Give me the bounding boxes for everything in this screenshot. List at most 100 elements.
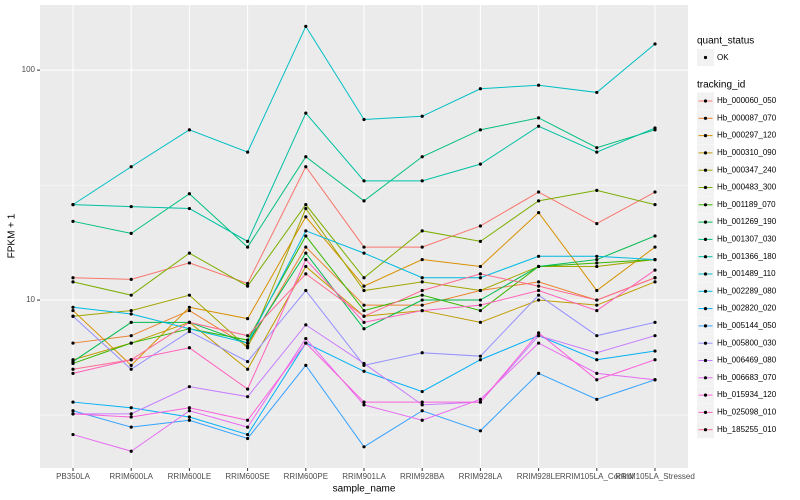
data-point — [478, 162, 482, 166]
data-point — [653, 268, 657, 272]
data-point — [129, 412, 133, 416]
data-point — [420, 351, 424, 355]
data-point — [420, 257, 424, 262]
legend-point — [703, 55, 708, 60]
data-point — [304, 341, 308, 345]
data-point — [362, 276, 366, 280]
data-point — [653, 358, 657, 362]
legend-point — [703, 99, 708, 103]
data-point — [653, 320, 657, 324]
data-point — [71, 341, 75, 345]
data-point — [537, 254, 541, 258]
data-point — [362, 199, 366, 203]
data-point — [129, 334, 133, 338]
legend-label: Hb_006683_070 — [717, 373, 777, 382]
data-point — [420, 288, 424, 293]
x-tick-label: RRIM901LA — [342, 472, 386, 481]
data-point — [304, 229, 308, 233]
data-point — [537, 116, 541, 120]
legend-label: Hb_001269_190 — [717, 217, 777, 226]
data-point — [246, 239, 250, 243]
data-point — [420, 280, 424, 284]
data-point — [187, 128, 191, 132]
data-point — [478, 224, 482, 228]
data-point — [595, 397, 599, 401]
data-point — [246, 245, 250, 249]
data-point — [653, 203, 657, 207]
data-point — [653, 245, 657, 249]
legend-label: Hb_000087_070 — [717, 113, 777, 122]
data-point — [246, 281, 250, 286]
data-point — [246, 284, 250, 288]
data-point — [71, 371, 75, 375]
data-point — [478, 87, 482, 91]
legend-point — [703, 341, 708, 345]
data-point — [537, 264, 541, 269]
legend-point — [703, 134, 708, 138]
data-point — [478, 308, 482, 313]
data-point — [595, 146, 599, 150]
data-point — [595, 358, 599, 362]
data-point — [478, 128, 482, 132]
data-point — [187, 385, 191, 389]
data-point — [595, 303, 599, 307]
legend-label: OK — [717, 53, 729, 62]
data-point — [653, 378, 657, 382]
legend-point — [703, 220, 708, 224]
data-point — [478, 397, 482, 401]
legend-label: Hb_000483_300 — [717, 183, 777, 192]
data-point — [478, 429, 482, 433]
data-point — [420, 179, 424, 183]
legend-label: Hb_001489_110 — [717, 269, 776, 278]
data-point — [537, 124, 541, 128]
legend-label: Hb_006469_080 — [717, 356, 777, 365]
y-axis-title: FPKM + 1 — [7, 213, 18, 258]
data-point — [71, 308, 75, 313]
y-tick-label: 100 — [22, 65, 36, 74]
legend-point — [703, 410, 708, 414]
data-point — [537, 371, 541, 375]
data-point — [304, 234, 308, 238]
x-tick-label: RRIM600SE — [225, 472, 269, 481]
data-point — [537, 199, 541, 203]
data-point — [246, 317, 250, 321]
legend-point — [703, 307, 708, 311]
legend-point — [703, 393, 708, 397]
data-point — [420, 155, 424, 159]
data-point — [537, 280, 541, 284]
data-point — [304, 111, 308, 115]
data-point — [537, 83, 541, 87]
data-point — [304, 264, 308, 269]
data-point — [653, 334, 657, 338]
data-point — [362, 369, 366, 373]
legend-label: Hb_000310_090 — [717, 148, 777, 157]
data-point — [187, 409, 191, 413]
data-point — [246, 432, 250, 437]
x-tick-label: RRIM928BA — [400, 472, 445, 481]
data-point — [362, 327, 366, 331]
data-point — [187, 415, 191, 419]
data-point — [537, 288, 541, 293]
data-point — [478, 272, 482, 276]
data-point — [246, 150, 250, 154]
legend-label: Hb_000060_050 — [717, 96, 777, 105]
data-point — [129, 341, 133, 345]
data-point — [187, 305, 191, 309]
data-point — [187, 308, 191, 313]
data-point — [653, 276, 657, 280]
x-tick-label: RRIM105LA_Control — [560, 472, 634, 481]
data-point — [71, 305, 75, 309]
data-point — [129, 231, 133, 235]
data-point — [187, 261, 191, 265]
x-tick-label: PB350LA — [56, 472, 90, 481]
legend-point — [703, 151, 708, 155]
data-point — [129, 425, 133, 429]
data-point — [129, 406, 133, 410]
legend-point — [703, 428, 708, 432]
data-point — [304, 215, 308, 219]
y-tick-label: 10 — [26, 295, 35, 304]
data-point — [653, 280, 657, 284]
data-point — [537, 298, 541, 302]
data-point — [478, 298, 482, 302]
